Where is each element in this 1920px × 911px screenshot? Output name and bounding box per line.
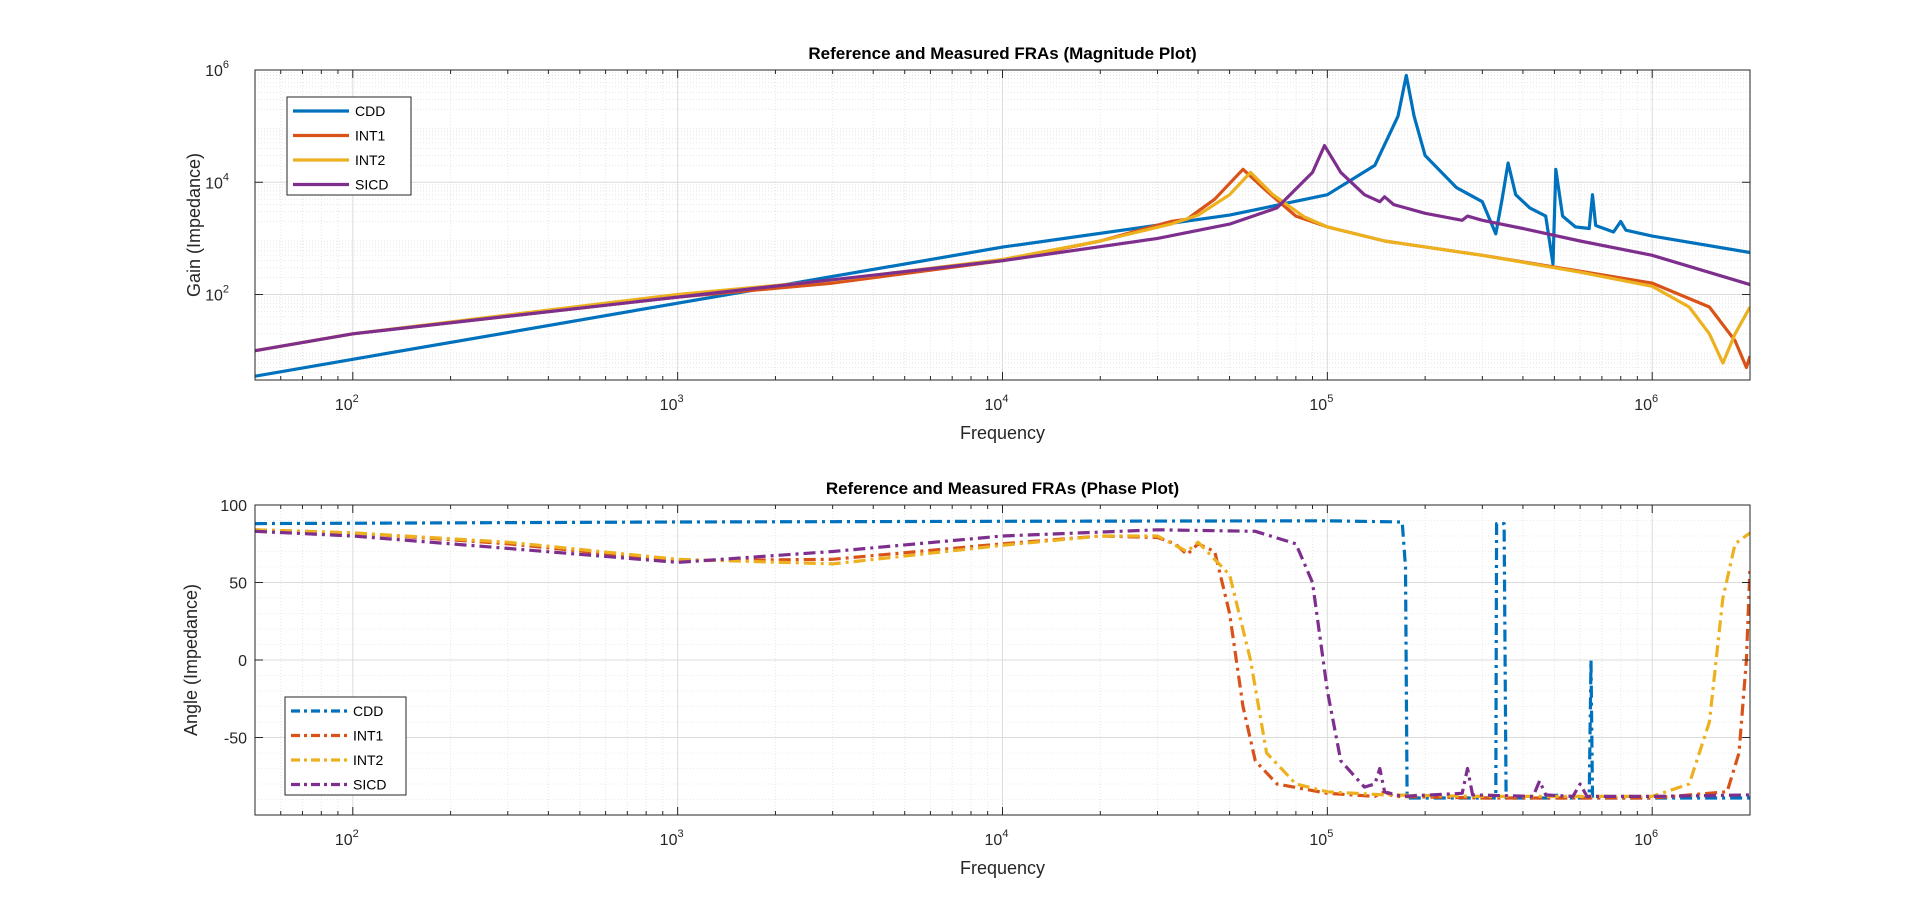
magnitude-y-tick-exponent: 2	[223, 284, 229, 296]
phase-x-tick-label: 106	[1634, 828, 1658, 849]
magnitude-x-tick-exponent: 3	[677, 393, 683, 405]
magnitude-x-axis-label: Frequency	[960, 423, 1045, 443]
magnitude-x-tick-label: 102	[335, 393, 359, 414]
magnitude-x-tick-base: 10	[1634, 397, 1652, 414]
phase-x-tick-label: 105	[1309, 828, 1333, 849]
phase-x-tick-base: 10	[985, 832, 1003, 849]
phase-x-tick-exponent: 4	[1002, 828, 1008, 840]
magnitude-series-cdd	[255, 73, 1750, 378]
magnitude-series-sicd	[255, 144, 1750, 353]
phase-y-tick-label: 100	[220, 498, 247, 515]
magnitude-x-tick-label: 104	[985, 393, 1009, 414]
magnitude-legend-label-int2: INT2	[355, 152, 386, 168]
phase-legend: CDD INT1 INT2 SICD	[284, 696, 407, 796]
phase-y-tick-label: -50	[224, 731, 247, 748]
phase-x-tick-exponent: 5	[1327, 828, 1333, 840]
magnitude-x-tick-label: 106	[1634, 393, 1658, 414]
magnitude-x-tick-base: 10	[985, 397, 1003, 414]
magnitude-y-tick-base: 10	[205, 63, 223, 80]
phase-y-tick-label: 50	[229, 576, 247, 593]
magnitude-legend-label-sicd: SICD	[355, 177, 388, 193]
magnitude-y-tick-label: 102	[205, 284, 229, 305]
magnitude-x-tick-label: 103	[660, 393, 684, 414]
phase-legend-label-int2: INT2	[353, 752, 384, 768]
magnitude-y-tick-base: 10	[205, 288, 223, 305]
magnitude-y-tick-label: 104	[205, 171, 229, 192]
phase-y-axis-label: Angle (Impedance)	[181, 584, 201, 736]
magnitude-legend-label-cdd: CDD	[355, 103, 385, 119]
magnitude-x-tick-base: 10	[660, 397, 678, 414]
magnitude-title: Reference and Measured FRAs (Magnitude P…	[808, 44, 1196, 63]
phase-legend-label-cdd: CDD	[353, 703, 383, 719]
magnitude-x-tick-label: 105	[1309, 393, 1333, 414]
phase-x-axis-label: Frequency	[960, 858, 1045, 878]
magnitude-x-tick-base: 10	[1309, 397, 1327, 414]
magnitude-x-tick-base: 10	[335, 397, 353, 414]
magnitude-x-tick-exponent: 2	[353, 393, 359, 405]
magnitude-y-tick-exponent: 4	[223, 171, 229, 183]
phase-x-tick-base: 10	[660, 832, 678, 849]
phase-x-tick-label: 104	[985, 828, 1009, 849]
magnitude-legend: CDD INT1 INT2 SICD	[286, 96, 412, 196]
phase-x-tick-exponent: 3	[677, 828, 683, 840]
magnitude-y-tick-exponent: 6	[223, 59, 229, 71]
magnitude-x-tick-exponent: 6	[1652, 393, 1658, 405]
phase-legend-label-int1: INT1	[353, 728, 384, 744]
phase-series-cdd	[255, 519, 1750, 800]
phase-legend-label-sicd: SICD	[353, 777, 386, 793]
magnitude-legend-box	[286, 96, 412, 196]
magnitude-series-int1	[255, 167, 1750, 370]
phase-x-tick-base: 10	[335, 832, 353, 849]
magnitude-legend-label-int1: INT1	[355, 128, 386, 144]
phase-x-tick-exponent: 2	[353, 828, 359, 840]
phase-title: Reference and Measured FRAs (Phase Plot)	[826, 479, 1179, 498]
magnitude-y-tick-label: 106	[205, 59, 229, 80]
magnitude-y-tick-base: 10	[205, 175, 223, 192]
phase-series-int2	[255, 528, 1750, 799]
phase-x-tick-label: 102	[335, 828, 359, 849]
magnitude-x-tick-exponent: 4	[1002, 393, 1008, 405]
phase-x-tick-exponent: 6	[1652, 828, 1658, 840]
phase-x-tick-base: 10	[1634, 832, 1652, 849]
phase-legend-box	[284, 696, 407, 796]
magnitude-y-axis-label: Gain (Impedance)	[184, 153, 204, 297]
phase-x-tick-base: 10	[1309, 832, 1327, 849]
magnitude-x-tick-exponent: 5	[1327, 393, 1333, 405]
phase-y-tick-label: 0	[238, 653, 247, 670]
phase-x-tick-label: 103	[660, 828, 684, 849]
